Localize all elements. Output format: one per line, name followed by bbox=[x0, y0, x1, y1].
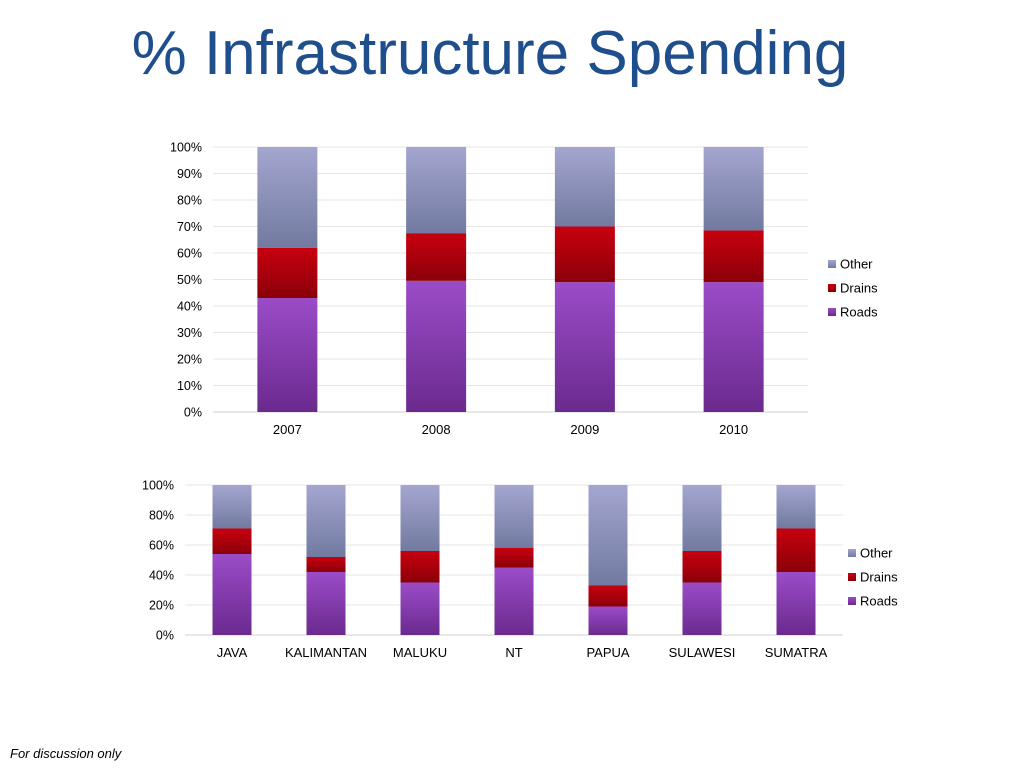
bar-segment-roads bbox=[400, 582, 440, 635]
slide-title: % Infrastructure Spending bbox=[131, 19, 849, 88]
legend-label-other: Other bbox=[840, 257, 873, 272]
footer-note: For discussion only bbox=[10, 746, 122, 761]
x-tick-label: NT bbox=[505, 645, 522, 660]
bar-segment-drains bbox=[400, 551, 440, 583]
bar-segment-other bbox=[257, 147, 318, 248]
x-tick-label: JAVA bbox=[217, 645, 248, 660]
x-tick-label: PAPUA bbox=[586, 645, 629, 660]
x-tick-label: KALIMANTAN bbox=[285, 645, 367, 660]
bar-segment-other bbox=[703, 147, 764, 231]
bar-segment-drains bbox=[212, 528, 252, 554]
bar-segment-drains bbox=[306, 557, 346, 572]
chart-region-spending: 0% 20% 40% 60% 80% 100% JAVA KALIMANTAN MALUKU NT… bbox=[142, 479, 898, 661]
x-tick-label: MALUKU bbox=[393, 645, 447, 660]
bar-segment-other bbox=[588, 485, 628, 586]
bar-segment-roads bbox=[703, 282, 764, 412]
x-tick-label: 2009 bbox=[570, 422, 599, 437]
y-tick-label: 100% bbox=[170, 141, 202, 155]
legend-label-roads: Roads bbox=[840, 305, 878, 320]
legend-label-roads: Roads bbox=[860, 594, 898, 609]
y-tick-label: 0% bbox=[184, 406, 202, 420]
y-tick-label: 80% bbox=[149, 509, 174, 523]
bar-segment-drains bbox=[588, 585, 628, 607]
y-tick-label: 10% bbox=[177, 379, 202, 393]
y-tick-label: 20% bbox=[149, 599, 174, 613]
y-tick-label: 40% bbox=[149, 569, 174, 583]
bar-segment-roads bbox=[776, 572, 816, 635]
bar-segment-drains bbox=[494, 548, 534, 568]
chart-yearly-spending: 0% 10% 20% 30% 40% 50% 60% 70% 80% 90% 100% 2007 200… bbox=[170, 141, 878, 438]
y-tick-label: 90% bbox=[177, 167, 202, 181]
x-tick-label: 2008 bbox=[422, 422, 451, 437]
bar-segment-drains bbox=[406, 233, 467, 281]
x-tick-label: 2010 bbox=[719, 422, 748, 437]
bar-segment-other bbox=[400, 485, 440, 551]
y-tick-label: 100% bbox=[142, 479, 174, 493]
bar-segment-other bbox=[494, 485, 534, 548]
y-tick-label: 80% bbox=[177, 194, 202, 208]
bar-segment-roads bbox=[588, 606, 628, 635]
charts-canvas: 0% 10% 20% 30% 40% 50% 60% 70% 80% 90% 100% 2007 200… bbox=[142, 141, 898, 661]
legend-label-drains: Drains bbox=[840, 281, 878, 296]
legend-swatch-roads bbox=[848, 597, 856, 605]
bar-segment-drains bbox=[554, 226, 615, 283]
y-tick-label: 30% bbox=[177, 326, 202, 340]
bar-segment-other bbox=[554, 147, 615, 227]
legend-label-other: Other bbox=[860, 546, 893, 561]
legend-swatch-other bbox=[848, 549, 856, 557]
bar-segment-other bbox=[682, 485, 722, 551]
bar-segment-other bbox=[406, 147, 467, 234]
y-tick-label: 60% bbox=[177, 247, 202, 261]
y-tick-label: 50% bbox=[177, 273, 202, 287]
bar-segment-roads bbox=[212, 554, 252, 635]
legend-swatch-other bbox=[828, 260, 836, 268]
bar-segment-other bbox=[776, 485, 816, 529]
legend-swatch-drains bbox=[848, 573, 856, 581]
bar-segment-other bbox=[212, 485, 252, 529]
bar-segment-roads bbox=[554, 282, 615, 412]
bar-segment-roads bbox=[306, 572, 346, 635]
x-tick-label: 2007 bbox=[273, 422, 302, 437]
bar-segment-roads bbox=[494, 567, 534, 635]
legend-swatch-roads bbox=[828, 308, 836, 316]
bar-segment-drains bbox=[776, 528, 816, 572]
bar-segment-roads bbox=[406, 280, 467, 412]
y-tick-label: 60% bbox=[149, 539, 174, 553]
x-tick-label: SULAWESI bbox=[669, 645, 736, 660]
y-tick-label: 0% bbox=[156, 629, 174, 643]
bar-segment-roads bbox=[257, 298, 318, 412]
bar-segment-drains bbox=[682, 551, 722, 583]
bar-segment-drains bbox=[257, 247, 318, 299]
bar-segment-other bbox=[306, 485, 346, 557]
y-tick-label: 20% bbox=[177, 353, 202, 367]
y-tick-label: 40% bbox=[177, 300, 202, 314]
bar-segment-drains bbox=[703, 230, 764, 283]
y-tick-label: 70% bbox=[177, 220, 202, 234]
legend-swatch-drains bbox=[828, 284, 836, 292]
x-tick-label: SUMATRA bbox=[765, 645, 828, 660]
bar-segment-roads bbox=[682, 582, 722, 635]
legend-label-drains: Drains bbox=[860, 570, 898, 585]
